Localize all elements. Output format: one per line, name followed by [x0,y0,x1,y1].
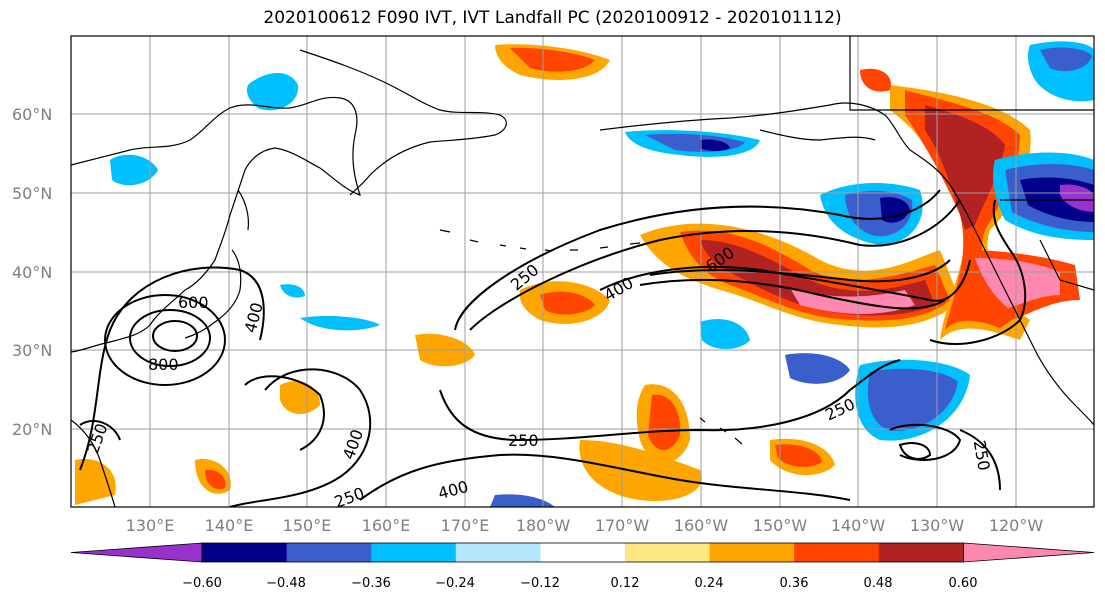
colorbar-tick: −0.60 [182,576,222,591]
colorbar-tick: 0.12 [611,576,640,591]
lon-label: 130°E [126,516,175,535]
colorbar-swatch [455,543,541,562]
lon-label: 140°E [205,516,254,535]
colorbar-tick: 0.60 [949,576,978,591]
ivt-anomaly-fill [75,41,1094,507]
lon-label: 160°E [362,516,411,535]
lon-label: 150°W [753,516,808,535]
colorbar-tick: −0.36 [351,576,391,591]
ivt-contours [79,189,1027,507]
lon-label: 170°W [595,516,650,535]
lon-label: 120°W [989,516,1044,535]
colorbar [70,542,1095,563]
colorbar-swatch [794,543,880,562]
latitude-labels: 60°N 50°N 40°N 30°N 20°N [12,105,52,439]
coastlines [71,36,1094,507]
map-panel: 600 400 800 250 400 250 400 600 250 250 … [71,36,1094,507]
lat-label: 40°N [12,263,52,282]
colorbar-tick: −0.24 [435,576,475,591]
lon-label: 140°W [831,516,886,535]
lat-label: 30°N [12,341,52,360]
colorbar-swatch [202,543,288,562]
contour-label: 600 [178,293,209,312]
lat-label: 20°N [12,420,52,439]
graticule [71,36,1094,507]
map-title: 2020100612 F090 IVT, IVT Landfall PC (20… [263,8,842,28]
colorbar-tick: 0.36 [780,576,809,591]
colorbar-tick: −0.12 [520,576,560,591]
lon-label: 170°E [441,516,490,535]
colorbar-extend-high [963,542,1095,563]
contour-label: 250 [508,431,539,450]
colorbar-swatch [286,543,372,562]
lat-label: 50°N [12,184,52,203]
colorbar-swatch [371,543,457,562]
colorbar-tick: −0.48 [266,576,306,591]
map-frame [70,35,1095,508]
colorbar-ticks: −0.60 −0.48 −0.36 −0.24 −0.12 0.12 0.24 … [182,576,977,591]
lon-label: 160°W [674,516,729,535]
colorbar-swatch [878,543,964,562]
lat-label: 60°N [12,105,52,124]
colorbar-outline [201,542,964,563]
colorbar-swatch [540,543,626,562]
colorbar-swatch [709,543,795,562]
colorbar-extend-low [70,542,203,563]
colorbar-swatch [625,543,711,562]
contour-label: 800 [148,355,179,374]
lon-label: 150°E [283,516,332,535]
colorbar-tick: 0.24 [695,576,724,591]
colorbar-tick: 0.48 [864,576,893,591]
lon-label: 130°W [910,516,965,535]
longitude-labels: 130°E 140°E 150°E 160°E 170°E 180°W 170°… [126,516,1044,535]
lon-label: 180°W [516,516,571,535]
